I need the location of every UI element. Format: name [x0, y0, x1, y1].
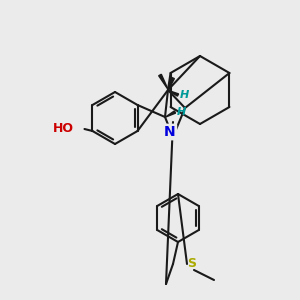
Polygon shape	[168, 90, 178, 96]
Polygon shape	[168, 77, 174, 90]
Polygon shape	[165, 111, 175, 117]
Text: S: S	[188, 257, 196, 270]
Text: H: H	[177, 107, 186, 117]
Text: N: N	[164, 125, 176, 139]
Text: H: H	[180, 90, 189, 100]
Polygon shape	[159, 74, 168, 90]
Text: HO: HO	[52, 122, 74, 136]
